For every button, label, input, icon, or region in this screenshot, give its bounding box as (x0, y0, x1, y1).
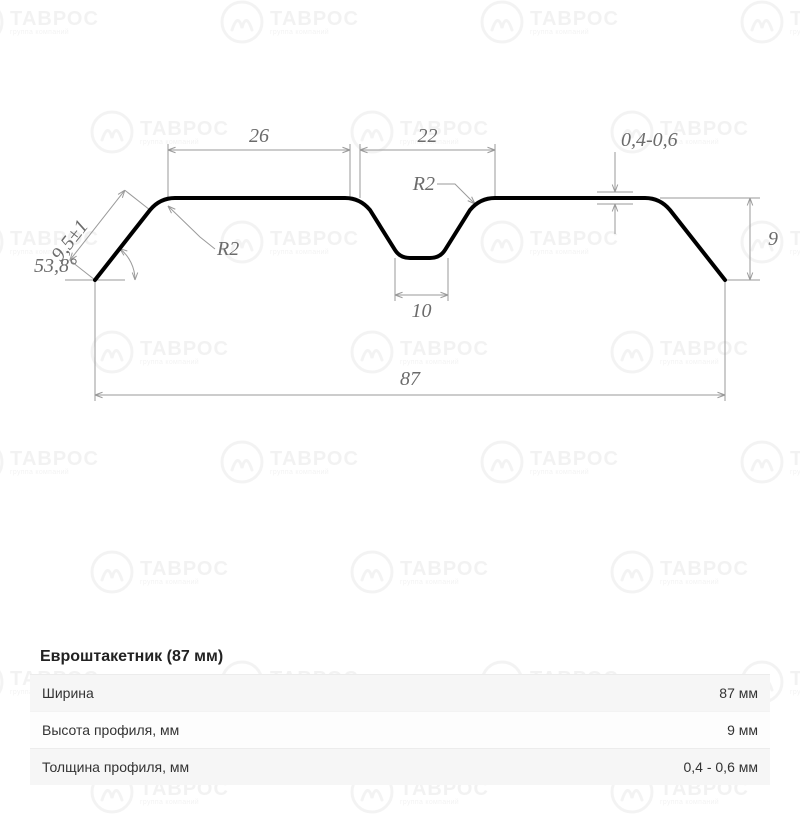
spec-row: Ширина 87 мм (30, 674, 770, 711)
spec-row-name: Толщина профиля, мм (42, 759, 189, 775)
svg-text:87: 87 (400, 368, 421, 390)
svg-text:R2: R2 (412, 173, 435, 195)
spec-table: Евроштакетник (87 мм) Ширина 87 мм Высота … (30, 640, 770, 785)
svg-text:R2: R2 (216, 238, 239, 260)
spec-row-value: 0,4 - 0,6 мм (683, 759, 758, 775)
spec-row-value: 9 мм (727, 722, 758, 738)
spec-row-value: 87 мм (719, 685, 758, 701)
spec-row-name: Ширина (42, 685, 94, 701)
svg-text:22: 22 (418, 125, 438, 147)
svg-text:9: 9 (768, 228, 778, 250)
svg-text:26: 26 (249, 125, 269, 147)
svg-text:0,4-0,6: 0,4-0,6 (621, 129, 678, 151)
svg-text:10: 10 (412, 300, 432, 322)
profile-diagram: 26220,4-0,69,5±153,8°R2R210987 (0, 0, 800, 560)
spec-row-name: Высота профиля, мм (42, 722, 179, 738)
spec-row: Высота профиля, мм 9 мм (30, 711, 770, 748)
spec-title: Евроштакетник (87 мм) (30, 640, 770, 674)
spec-row: Толщина профиля, мм 0,4 - 0,6 мм (30, 748, 770, 785)
svg-text:53,8°: 53,8° (34, 255, 77, 277)
